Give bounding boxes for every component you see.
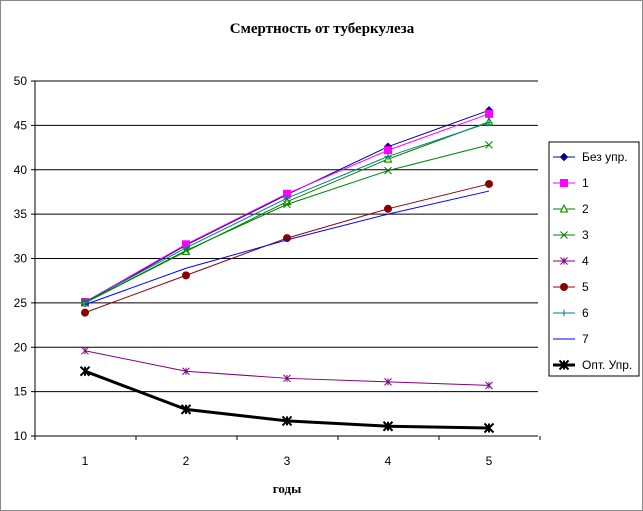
legend-label: Без упр.: [582, 150, 628, 164]
data-point: [81, 308, 89, 317]
y-tick-label: 25: [14, 296, 28, 310]
data-point: [283, 194, 291, 202]
legend-item: 7: [553, 332, 589, 346]
legend-swatch-marker: [559, 203, 569, 213]
data-point: [485, 381, 493, 390]
legend-swatch-marker: [560, 309, 568, 317]
legend-label: 7: [582, 332, 589, 346]
legend-label: 5: [582, 280, 589, 294]
series-layer: [79, 106, 495, 434]
data-point: [384, 152, 392, 160]
x-tick-label: 3: [284, 454, 291, 468]
series-line: [84, 190, 490, 306]
chart-title: Смертность от туберкулеза: [230, 21, 415, 37]
legend-swatch-marker: [560, 231, 568, 239]
y-tick-label: 15: [14, 385, 28, 399]
data-point: [384, 378, 392, 386]
legend-label: 3: [582, 228, 589, 242]
legend-swatch-marker: [560, 283, 568, 291]
legend-swatch-marker: [560, 179, 568, 187]
series-2: [81, 109, 493, 306]
data-point: [485, 141, 493, 149]
legend-label: 2: [582, 202, 589, 216]
x-axis-label: годы: [273, 481, 301, 496]
data-point: [182, 271, 190, 280]
legend-label: 1: [582, 176, 589, 190]
x-tick-label: 4: [385, 454, 392, 468]
series-8: [84, 190, 490, 306]
series-5: [81, 346, 493, 390]
data-point: [81, 346, 89, 355]
y-tick-label: 30: [14, 252, 28, 266]
data-point: [281, 415, 293, 427]
series-line: [84, 121, 490, 304]
y-tick-label: 10: [14, 429, 28, 443]
data-point: [384, 204, 392, 213]
data-point: [485, 119, 493, 127]
data-point: [182, 367, 190, 376]
data-point: [485, 179, 493, 188]
grid: [35, 80, 538, 393]
y-tick-label: 40: [14, 163, 28, 177]
data-point: [483, 422, 495, 434]
legend-item: Без упр.: [553, 150, 628, 164]
data-point: [485, 109, 493, 118]
legend-item: 5: [553, 280, 589, 294]
series-line: [84, 122, 490, 303]
legend-item: 4: [553, 254, 589, 268]
series-line: [84, 109, 490, 304]
data-point: [384, 166, 392, 175]
y-tick-label: 50: [14, 74, 28, 88]
legend-swatch-marker: [559, 152, 569, 162]
legend-swatch-marker: [558, 359, 570, 371]
y-tick-label: 35: [14, 207, 28, 221]
data-point: [283, 374, 291, 383]
y-tick-label: 45: [14, 118, 28, 132]
series-6: [81, 179, 493, 317]
legend-label: 4: [582, 254, 589, 268]
series-9: [79, 366, 495, 434]
series-7: [81, 119, 493, 306]
data-point: [180, 404, 192, 415]
legend-item: 1: [553, 176, 589, 190]
legend-item: 6: [553, 306, 589, 320]
legend-item: 2: [553, 202, 589, 216]
series-1: [80, 106, 494, 308]
data-point: [384, 146, 392, 155]
x-tick-label: 5: [486, 454, 493, 468]
legend-label: 6: [582, 306, 589, 320]
series-line: [84, 144, 490, 304]
legend-swatch-marker: [560, 257, 568, 265]
legend-label: Опт. Упр.: [582, 358, 632, 372]
series-3: [80, 116, 494, 307]
data-point: [182, 244, 190, 252]
data-point: [283, 200, 291, 209]
x-tick-label: 1: [82, 454, 89, 468]
y-tick-label: 20: [14, 340, 28, 354]
y-axis-ticks: 10 15 20 25 30 35 40 45 50: [14, 74, 35, 443]
x-axis-ticks: 1 2 3 4 5: [34, 436, 541, 468]
series-4: [81, 141, 493, 307]
legend: Без упр. 1 2 3 4 5 6 7 Опт. Упр.: [548, 141, 640, 377]
legend-item: Опт. Упр.: [553, 358, 632, 372]
data-point: [382, 421, 394, 432]
legend-item: 3: [553, 228, 589, 242]
series-line: [84, 113, 490, 303]
x-tick-label: 2: [183, 454, 190, 468]
data-point: [79, 366, 91, 377]
